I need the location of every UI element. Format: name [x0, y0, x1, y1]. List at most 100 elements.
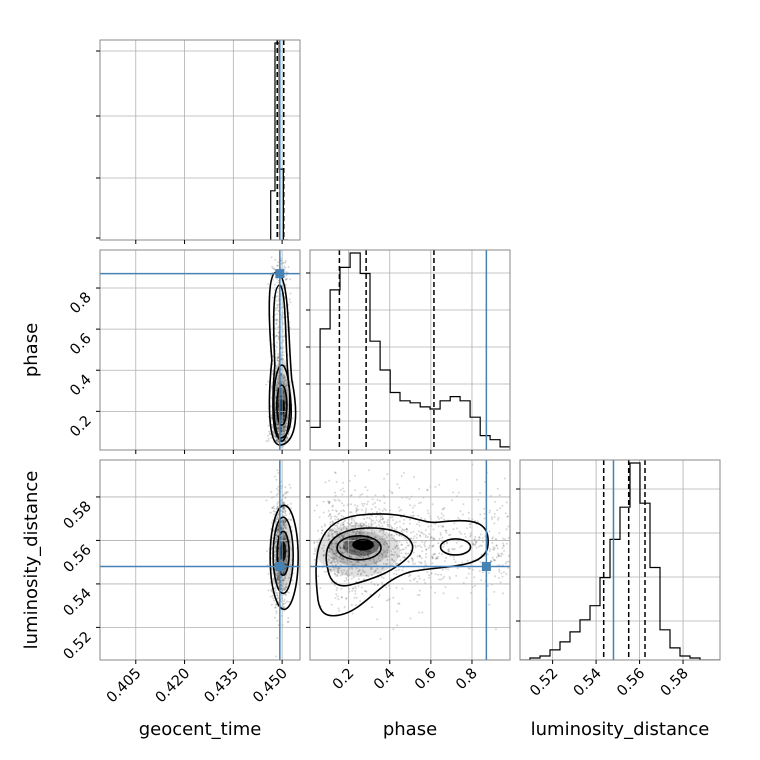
- sample-point: [333, 553, 336, 556]
- sample-point: [443, 575, 446, 578]
- sample-point: [280, 433, 283, 436]
- sample-point: [330, 533, 333, 536]
- sample-point: [336, 524, 339, 527]
- sample-point: [373, 571, 376, 573]
- sample-point: [395, 553, 398, 556]
- sample-point: [391, 492, 394, 495]
- sample-point: [272, 432, 275, 435]
- sample-point: [284, 261, 287, 264]
- sample-point: [285, 545, 288, 548]
- sample-point: [401, 528, 404, 531]
- sample-point: [431, 503, 434, 506]
- sample-point: [276, 357, 279, 360]
- sample-point: [382, 529, 385, 532]
- sample-point: [343, 510, 346, 513]
- sample-point: [365, 543, 368, 546]
- sample-point: [383, 520, 386, 523]
- sample-point: [287, 591, 290, 594]
- sample-point: [331, 557, 334, 560]
- sample-point: [402, 548, 405, 551]
- sample-point: [277, 405, 280, 408]
- sample-point: [272, 580, 275, 583]
- sample-point: [364, 550, 367, 553]
- sample-point: [359, 532, 362, 535]
- sample-point: [366, 537, 369, 540]
- sample-point: [381, 554, 384, 557]
- sample-point: [457, 517, 460, 519]
- sample-point: [474, 540, 477, 543]
- sample-point: [336, 575, 339, 577]
- sample-point: [469, 534, 472, 537]
- sample-point: [282, 521, 285, 524]
- sample-point: [283, 588, 286, 591]
- sample-point: [355, 522, 358, 525]
- sample-point: [282, 415, 285, 418]
- sample-point: [432, 544, 435, 547]
- sample-point: [283, 549, 286, 552]
- sample-point: [275, 420, 278, 423]
- x-tick-label-geocent-time: 0.435: [201, 666, 242, 707]
- sample-point: [333, 560, 336, 563]
- sample-point: [327, 531, 330, 534]
- sample-point: [379, 529, 382, 532]
- sample-point: [378, 594, 381, 597]
- scatter-phase-vs-luminosity-distance: [313, 460, 510, 640]
- sample-point: [270, 548, 273, 551]
- sample-point: [362, 557, 365, 559]
- sample-point: [420, 557, 423, 560]
- sample-point: [374, 506, 377, 509]
- sample-point: [495, 544, 498, 547]
- sample-point: [276, 359, 279, 361]
- sample-point: [275, 300, 278, 302]
- sample-point: [282, 522, 285, 525]
- sample-point: [409, 617, 412, 620]
- sample-point: [497, 554, 500, 557]
- sample-point: [375, 525, 378, 528]
- sample-point: [334, 531, 337, 534]
- sample-point: [373, 562, 376, 565]
- sample-point: [356, 530, 359, 532]
- sample-point: [387, 534, 390, 537]
- sample-point: [284, 428, 287, 431]
- sample-point: [338, 556, 341, 559]
- sample-point: [368, 559, 371, 561]
- sample-point: [282, 550, 285, 553]
- sample-point: [328, 500, 331, 503]
- sample-point: [386, 473, 389, 476]
- sample-point: [420, 501, 422, 504]
- sample-point: [317, 529, 320, 532]
- sample-point: [382, 562, 385, 565]
- sample-point: [354, 587, 357, 590]
- sample-point: [395, 521, 398, 523]
- sample-point: [339, 538, 342, 541]
- sample-point: [277, 303, 280, 306]
- sample-point: [393, 560, 396, 562]
- sample-point: [282, 418, 285, 420]
- sample-point: [502, 537, 505, 540]
- sample-point: [381, 538, 384, 540]
- sample-point: [277, 596, 280, 599]
- sample-point: [354, 526, 357, 529]
- sample-point: [328, 501, 331, 504]
- sample-point: [339, 547, 342, 550]
- sample-point: [424, 534, 427, 537]
- sample-point: [284, 549, 287, 552]
- sample-point: [420, 562, 422, 565]
- sample-point: [277, 374, 280, 377]
- sample-point: [359, 555, 362, 558]
- sample-point: [350, 521, 353, 524]
- sample-point: [361, 592, 364, 595]
- sample-point: [328, 502, 330, 505]
- sample-point: [423, 518, 426, 521]
- sample-point: [433, 553, 436, 556]
- sample-point: [331, 520, 334, 523]
- sample-point: [287, 432, 290, 435]
- sample-point: [371, 606, 374, 609]
- sample-point: [276, 427, 279, 430]
- sample-point: [284, 593, 287, 596]
- sample-point: [323, 523, 326, 526]
- sample-point: [396, 526, 398, 529]
- x-tick-label-geocent-time: 0.450: [250, 666, 291, 707]
- sample-point: [428, 576, 431, 579]
- sample-point: [282, 430, 285, 433]
